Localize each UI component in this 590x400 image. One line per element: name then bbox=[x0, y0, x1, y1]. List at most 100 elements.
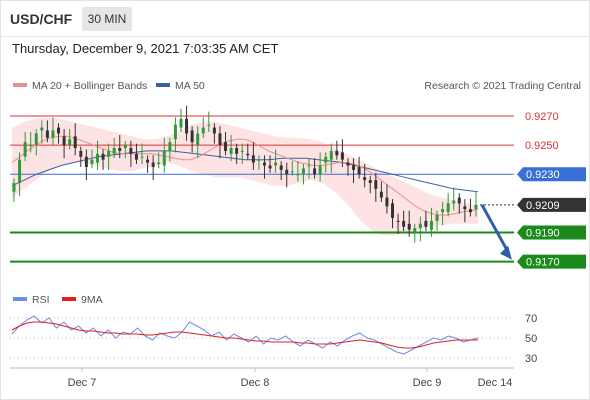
candle-body bbox=[324, 156, 328, 163]
candle-body bbox=[146, 159, 150, 163]
x-tick-label: Dec 7 bbox=[68, 377, 97, 389]
candle-body bbox=[246, 153, 250, 156]
candle-body bbox=[40, 127, 44, 131]
candle-body bbox=[340, 152, 344, 160]
candle-body bbox=[157, 162, 161, 165]
candle-body bbox=[62, 136, 66, 146]
rsi-ma-legend-swatch bbox=[62, 297, 76, 301]
x-tick-label: Dec 14 bbox=[478, 377, 513, 389]
candle-body bbox=[318, 165, 322, 175]
candle-body bbox=[79, 150, 83, 157]
rsi-plot: 70 50 30 bbox=[10, 313, 537, 365]
rsi-ma-legend-label: 9MA bbox=[81, 294, 103, 306]
candle-body bbox=[368, 180, 372, 183]
candle-body bbox=[424, 220, 428, 227]
bollinger-band-area bbox=[12, 117, 478, 236]
candle-body bbox=[379, 191, 383, 198]
current-level-tag bbox=[517, 197, 586, 212]
candle-body bbox=[407, 223, 411, 230]
candle-body bbox=[391, 203, 395, 218]
candle-body bbox=[468, 209, 472, 213]
support-level-label: 0.9190 bbox=[526, 228, 560, 240]
candle-body bbox=[402, 220, 406, 227]
candle-body bbox=[151, 162, 155, 167]
candle-body bbox=[140, 156, 144, 158]
candle-body bbox=[363, 177, 367, 181]
forecast-arrow-head bbox=[500, 245, 512, 260]
candle-body bbox=[285, 169, 289, 175]
candle-body bbox=[84, 156, 88, 167]
timeframe-button[interactable]: 30 MIN bbox=[82, 7, 132, 31]
candle-body bbox=[385, 197, 389, 207]
candle-body bbox=[301, 168, 305, 175]
candle-body bbox=[352, 165, 356, 170]
candle-body bbox=[290, 171, 294, 173]
candle-body bbox=[190, 130, 194, 143]
pivot-level-tag bbox=[517, 167, 586, 182]
candle-body bbox=[452, 200, 456, 204]
candle-body bbox=[329, 150, 333, 160]
candle-body bbox=[257, 159, 261, 161]
ma50-line bbox=[11, 150, 479, 193]
rsi-legend: RSI 9MA bbox=[13, 294, 103, 306]
header-bar: USD/CHF 30 MIN bbox=[0, 0, 590, 37]
candle-body bbox=[95, 153, 99, 163]
datetime-text: Thursday, December 9, 2021 7:03:35 AM CE… bbox=[12, 41, 279, 56]
candle-body bbox=[101, 153, 105, 160]
candle-body bbox=[346, 162, 350, 166]
candle-body bbox=[173, 124, 177, 140]
candle-body bbox=[441, 209, 445, 213]
candle-body bbox=[34, 133, 38, 146]
candle-body bbox=[262, 162, 266, 166]
rsi-ma-line bbox=[11, 321, 478, 349]
candle-body bbox=[374, 180, 378, 189]
resistance-level-label: 0.9270 bbox=[525, 111, 559, 123]
ma20-legend-swatch bbox=[13, 83, 27, 87]
candle-body bbox=[251, 155, 255, 163]
candle-body bbox=[212, 127, 216, 134]
candle-body bbox=[307, 165, 311, 167]
candle-body bbox=[57, 127, 61, 134]
ma50-legend-swatch bbox=[156, 83, 170, 87]
current-level-label: 0.9209 bbox=[526, 200, 560, 212]
support-level-tag bbox=[517, 254, 586, 269]
candle-body bbox=[218, 133, 222, 146]
copyright-text: Research © 2021 Trading Central bbox=[424, 80, 581, 92]
candle-body bbox=[162, 150, 166, 166]
candle-body bbox=[457, 197, 461, 204]
candle-body bbox=[268, 165, 272, 169]
candle-body bbox=[201, 127, 205, 134]
rsi-tick-label: 50 bbox=[525, 333, 537, 345]
candle-body bbox=[435, 215, 439, 221]
candle-body bbox=[68, 139, 72, 146]
candle-body bbox=[45, 130, 49, 138]
candle-body bbox=[224, 142, 228, 151]
candle-body bbox=[418, 223, 422, 229]
candle-body bbox=[446, 203, 450, 213]
candle-body bbox=[335, 150, 339, 156]
candle-body bbox=[235, 148, 239, 154]
candle-body bbox=[296, 174, 300, 176]
x-tick-label: Dec 9 bbox=[413, 377, 442, 389]
candle-body bbox=[474, 204, 478, 210]
candle-body bbox=[240, 150, 244, 152]
candle-body bbox=[179, 118, 183, 128]
candle-body bbox=[463, 206, 467, 210]
candle-body bbox=[274, 162, 278, 166]
candle-body bbox=[229, 148, 233, 154]
candle-body bbox=[23, 142, 27, 157]
support-level-label: 0.9170 bbox=[526, 257, 560, 269]
candle-body bbox=[29, 145, 33, 147]
candle-body bbox=[51, 130, 55, 138]
candle-body bbox=[112, 148, 116, 154]
symbol-title: USD/CHF bbox=[10, 11, 73, 27]
candle-body bbox=[73, 136, 77, 149]
candle-body bbox=[107, 150, 111, 157]
ma20-line bbox=[11, 135, 479, 216]
price-plot: 0.9270 0.9250 0.9230 0.9209 0.9190 0.9170 bbox=[10, 105, 586, 269]
support-level-tag bbox=[517, 225, 586, 240]
candle-body bbox=[313, 168, 317, 175]
candle-body bbox=[168, 142, 172, 151]
candle-body bbox=[185, 118, 189, 134]
